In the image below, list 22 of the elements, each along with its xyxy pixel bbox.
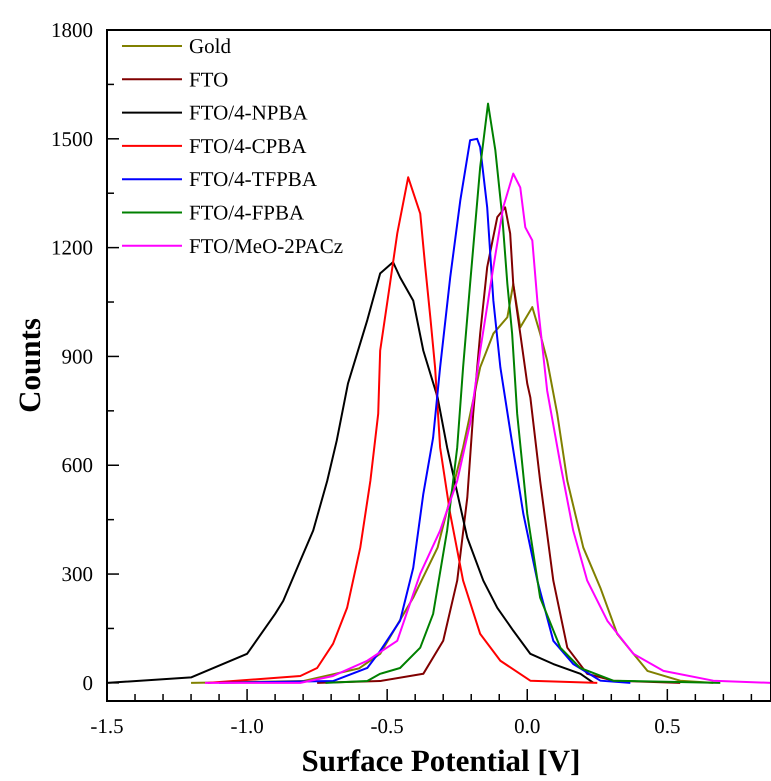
legend-label: FTO/4-NPBA	[189, 100, 308, 125]
x-tick-label: -0.5	[370, 714, 404, 738]
y-tick-label: 0	[82, 670, 93, 695]
x-axis-title: Surface Potential [V]	[302, 743, 580, 778]
legend-label: FTO/4-CPBA	[189, 134, 308, 158]
legend-label: Gold	[189, 34, 232, 58]
line-series	[190, 282, 714, 684]
y-tick-label: 300	[62, 562, 93, 586]
y-tick-label: 1800	[51, 18, 93, 42]
x-tick-label: 0.5	[654, 714, 680, 738]
legend-label: FTO/4-TFPBA	[189, 167, 318, 192]
y-axis-title: Counts	[12, 318, 47, 413]
x-tick-label: -1.0	[230, 714, 264, 738]
legend-label: FTO/4-FPBA	[189, 200, 305, 224]
x-tick-label: -1.5	[90, 714, 124, 738]
legend-label: FTO/MeO-2PACz	[189, 234, 344, 258]
y-tick-label: 1200	[51, 236, 93, 260]
y-tick-label: 900	[62, 344, 93, 368]
legend-label: FTO	[189, 67, 228, 92]
x-tick-label: 0.0	[514, 714, 540, 738]
y-tick-label: 1500	[51, 126, 93, 151]
y-tick-label: 600	[62, 453, 93, 478]
